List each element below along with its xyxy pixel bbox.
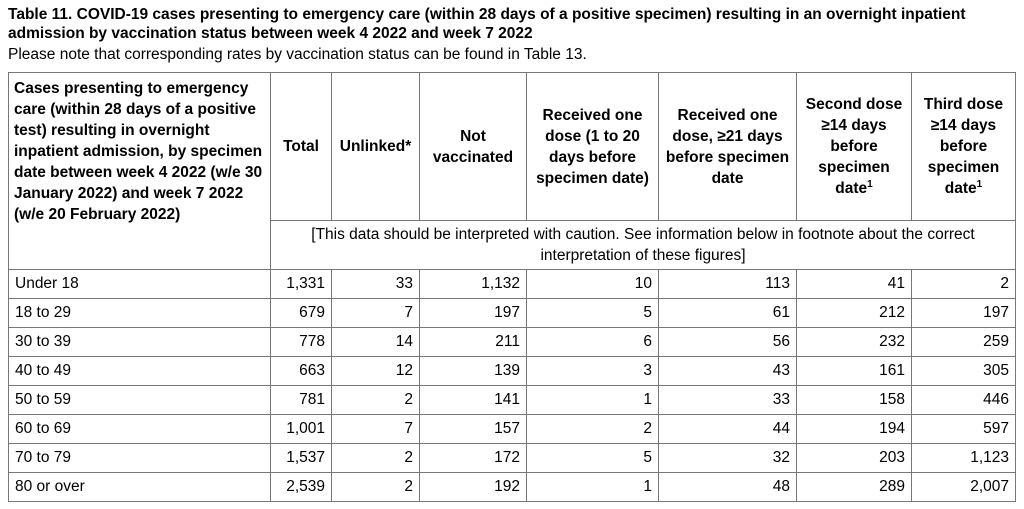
footnote-marker: 1	[976, 179, 983, 190]
footnote-marker: 1	[867, 179, 873, 190]
column-header-one-dose-21: Received one dose, ≥21 days before speci…	[658, 72, 797, 221]
table-cell: 1,132	[419, 269, 527, 299]
column-header-second-dose: Second dose ≥14 days before specimen dat…	[796, 72, 912, 221]
table-cell: 1,331	[270, 269, 332, 299]
table-cell: 289	[796, 472, 912, 502]
table-cell: 232	[796, 327, 912, 357]
table-row: 70 to 79 1,537 2 172 5 32 203 1,123	[8, 443, 1016, 473]
table-cell: 1	[526, 385, 659, 415]
column-header-unlinked: Unlinked*	[331, 72, 420, 221]
table-cell: 212	[796, 298, 912, 328]
row-label: 30 to 39	[8, 327, 271, 357]
data-table: Cases presenting to emergency care (with…	[8, 72, 1016, 502]
table-cell: 305	[911, 356, 1016, 386]
table-cell: 1,537	[270, 443, 332, 473]
table-cell: 211	[419, 327, 527, 357]
row-label: 80 or over	[8, 472, 271, 502]
table-cell: 2	[331, 443, 420, 473]
table-cell: 192	[419, 472, 527, 502]
table-cell: 113	[658, 269, 797, 299]
table-row: 30 to 39 778 14 211 6 56 232 259	[8, 327, 1016, 357]
table-cell: 14	[331, 327, 420, 357]
table-cell: 61	[658, 298, 797, 328]
table-cell: 663	[270, 356, 332, 386]
row-label: 70 to 79	[8, 443, 271, 473]
table-cell: 7	[331, 298, 420, 328]
table-cell: 781	[270, 385, 332, 415]
table-cell: 203	[796, 443, 912, 473]
table-cell: 1,123	[911, 443, 1016, 473]
table-row: 80 or over 2,539 2 192 1 48 289 2,007	[8, 472, 1016, 502]
column-header-total: Total	[270, 72, 332, 221]
table-cell: 2	[331, 385, 420, 415]
table-row: 18 to 29 679 7 197 5 61 212 197	[8, 298, 1016, 328]
table-cell: 33	[331, 269, 420, 299]
table-cell: 197	[911, 298, 1016, 328]
table-cell: 2	[331, 472, 420, 502]
table-cell: 172	[419, 443, 527, 473]
row-label: 50 to 59	[8, 385, 271, 415]
table-cell: 44	[658, 414, 797, 444]
table-cell: 259	[911, 327, 1016, 357]
table-cell: 6	[526, 327, 659, 357]
table-row: 50 to 59 781 2 141 1 33 158 446	[8, 385, 1016, 415]
table-cell: 56	[658, 327, 797, 357]
row-label: 40 to 49	[8, 356, 271, 386]
table-cell: 1	[526, 472, 659, 502]
table-cell: 48	[658, 472, 797, 502]
table-cell: 2,539	[270, 472, 332, 502]
table-title: Table 11. COVID-19 cases presenting to e…	[8, 6, 966, 42]
table-cell: 161	[796, 356, 912, 386]
table-cell: 10	[526, 269, 659, 299]
table-row: 60 to 69 1,001 7 157 2 44 194 597	[8, 414, 1016, 444]
caution-note: [This data should be interpreted with ca…	[270, 220, 1016, 270]
table-cell: 43	[658, 356, 797, 386]
table-cell: 197	[419, 298, 527, 328]
row-label: 60 to 69	[8, 414, 271, 444]
table-cell: 3	[526, 356, 659, 386]
table-row: Under 18 1,331 33 1,132 10 113 41 2	[8, 269, 1016, 299]
row-label: Under 18	[8, 269, 271, 299]
table-cell: 158	[796, 385, 912, 415]
table-cell: 41	[796, 269, 912, 299]
table-cell: 679	[270, 298, 332, 328]
column-header-third-dose: Third dose ≥14 days before specimen date…	[911, 72, 1016, 221]
table-cell: 5	[526, 298, 659, 328]
table-cell: 597	[911, 414, 1016, 444]
table-cell: 141	[419, 385, 527, 415]
table-cell: 5	[526, 443, 659, 473]
table-cell: 2	[911, 269, 1016, 299]
table-cell: 7	[331, 414, 420, 444]
table-cell: 778	[270, 327, 332, 357]
table-cell: 446	[911, 385, 1016, 415]
row-header: Cases presenting to emergency care (with…	[8, 72, 271, 270]
table-cell: 1,001	[270, 414, 332, 444]
table-cell: 139	[419, 356, 527, 386]
table-cell: 32	[658, 443, 797, 473]
table-row: 40 to 49 663 12 139 3 43 161 305	[8, 356, 1016, 386]
column-header-one-dose-1-20: Received one dose (1 to 20 days before s…	[526, 72, 659, 221]
table-cell: 2	[526, 414, 659, 444]
table-cell: 194	[796, 414, 912, 444]
row-label: 18 to 29	[8, 298, 271, 328]
table-cell: 33	[658, 385, 797, 415]
table-cell: 12	[331, 356, 420, 386]
table-note: Please note that corresponding rates by …	[8, 46, 587, 63]
column-header-not-vaccinated: Not vaccinated	[419, 72, 527, 221]
table-cell: 2,007	[911, 472, 1016, 502]
table-cell: 157	[419, 414, 527, 444]
table-body: Under 18 1,331 33 1,132 10 113 41 2 18 to 29 679 7…	[8, 269, 1016, 502]
